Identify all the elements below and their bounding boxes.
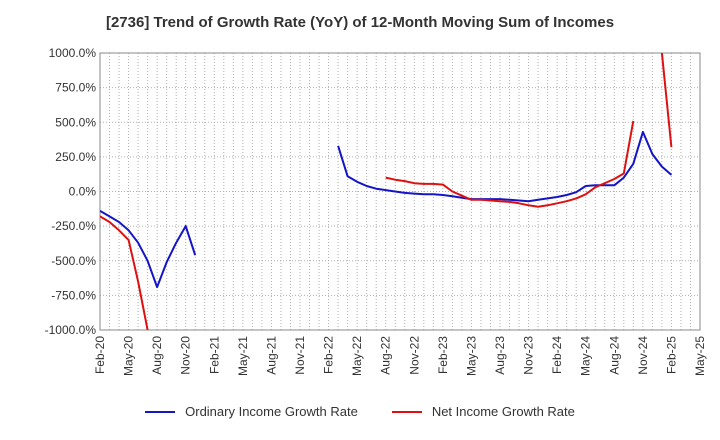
x-tick-label: May-21 [236,336,250,376]
series-line-1 [385,120,635,208]
legend-label-ordinary: Ordinary Income Growth Rate [185,404,358,419]
y-tick-label: -250.0% [51,219,96,233]
x-tick-label: Aug-21 [264,336,278,375]
x-tick-label: Nov-23 [522,336,536,375]
legend-item-net: Net Income Growth Rate [391,404,575,419]
x-tick-label: Feb-25 [664,336,678,374]
x-tick-label: Nov-22 [407,336,421,375]
series-line-1 [100,215,149,330]
series-line-1 [660,53,673,148]
x-tick-label: Feb-21 [207,336,221,374]
x-tick-label: May-22 [350,336,364,376]
x-tick-label: May-25 [693,336,707,376]
y-tick-label: -1000.0% [45,323,97,337]
series-layer [100,53,673,330]
x-tick-label: Nov-21 [293,336,307,375]
y-tick-label: 0.0% [69,185,97,199]
series-line-0 [100,210,197,289]
plot-border [99,52,701,331]
legend-swatch-net [391,410,422,413]
x-tick-label: May-20 [122,336,136,376]
x-tick-label: Feb-22 [322,336,336,374]
x-tick-label: Feb-23 [436,336,450,374]
legend-swatch-ordinary [145,410,176,413]
y-tick-label: -750.0% [51,288,96,302]
chart-title: [2736] Trend of Growth Rate (YoY) of 12-… [105,14,615,31]
y-tick-label: -500.0% [51,254,96,268]
x-tick-label: Aug-22 [379,336,393,375]
axis-layer [99,52,701,331]
y-tick-label: 250.0% [55,150,96,164]
chart-legend: Ordinary Income Growth Rate Net Income G… [0,404,720,419]
x-tick-label: May-24 [579,336,593,376]
label-layer: 1000.0% 750.0% 500.0% 250.0% 0.0% -250.0% -500… [45,46,707,376]
x-tick-label: Aug-20 [150,336,164,375]
x-tick-label: Aug-23 [493,336,507,375]
x-tick-label: Aug-24 [607,336,621,375]
x-tick-label: Feb-24 [550,336,564,374]
legend-label-net: Net Income Growth Rate [431,404,575,419]
y-tick-label: 500.0% [55,115,96,129]
x-tick-label: May-23 [464,336,478,376]
x-tick-label: Feb-20 [93,336,107,374]
x-tick-label: Nov-20 [179,336,193,375]
x-tick-label: Nov-24 [636,336,650,375]
series-line-0 [337,130,673,203]
y-tick-label: 750.0% [55,81,96,95]
legend-item-ordinary: Ordinary Income Growth Rate [145,404,358,419]
y-tick-label: 1000.0% [49,46,97,60]
